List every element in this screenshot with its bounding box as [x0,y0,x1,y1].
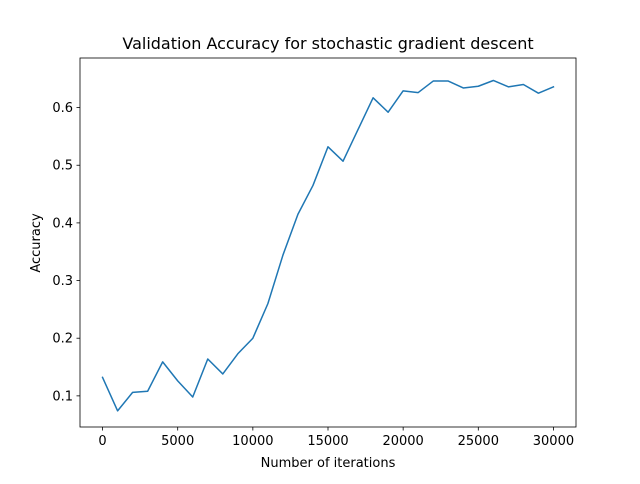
x-axis-label: Number of iterations [261,456,396,471]
x-tick-label: 25000 [458,434,499,449]
x-tick-label: 5000 [161,434,194,449]
axes-frame [79,57,577,428]
y-tick-label: 0.2 [52,332,73,347]
x-tick-label: 30000 [533,434,574,449]
chart-title: Validation Accuracy for stochastic gradi… [122,34,533,53]
y-tick-label: 0.3 [52,274,73,289]
y-tick-label: 0.5 [52,159,73,174]
y-tick-label: 0.4 [52,216,73,231]
x-tick-label: 0 [98,434,106,449]
x-tick-label: 20000 [382,434,423,449]
plot-area: 0 5000 10000 15000 20000 25000 30000 0.1 0.2 0.3 0… [52,57,577,449]
y-tick-label: 0.6 [52,101,73,116]
x-tick-label: 15000 [307,434,348,449]
y-axis-label: Accuracy [29,213,44,273]
y-tick-label: 0.1 [52,389,73,404]
x-tick-label: 10000 [232,434,273,449]
series-line-0 [101,79,555,412]
